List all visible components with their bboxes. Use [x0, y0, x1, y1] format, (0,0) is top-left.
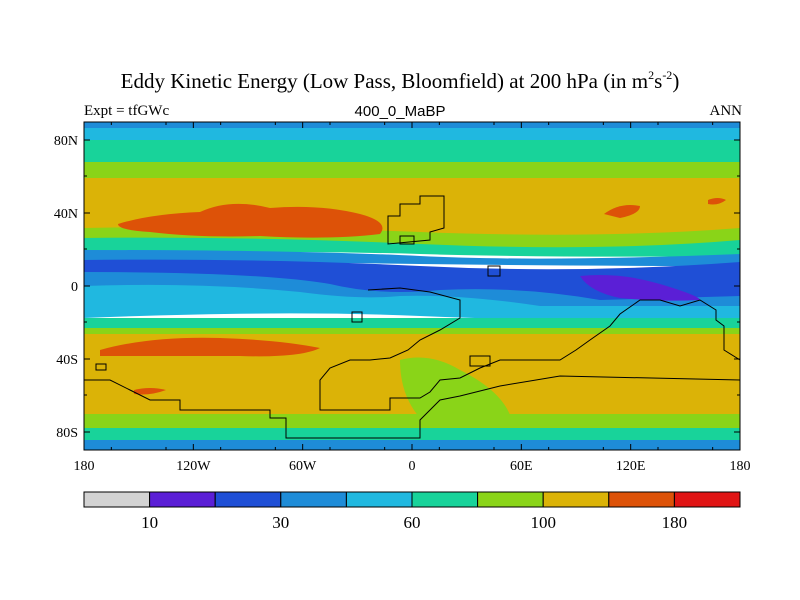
colorbar-swatch — [149, 491, 216, 508]
jet-maximum-n — [118, 203, 383, 238]
colorbar — [83, 491, 741, 508]
band-lime-n — [84, 162, 740, 178]
subtitle-label: 400_0_MaBP — [354, 103, 446, 120]
longitude-labels: 180 120W 60W 0 60E 120E 180 — [74, 459, 751, 474]
colorbar-label: 30 — [272, 513, 289, 532]
colorbar-swatch — [477, 491, 544, 508]
jet-patch-s — [134, 388, 166, 395]
lon-label: 60W — [289, 459, 317, 474]
axis-ticks — [83, 122, 741, 450]
lat-label: 40S — [56, 353, 78, 368]
lon-label: 180 — [74, 459, 95, 474]
colorbar-swatch — [673, 491, 741, 508]
colorbar-swatch — [214, 491, 282, 508]
coastline-islet-s — [95, 363, 107, 371]
lon-label: 120W — [176, 459, 211, 474]
colorbar-swatch — [345, 491, 413, 508]
contour-field — [84, 122, 740, 450]
latitude-labels: 80N 40N 0 40S 80S — [54, 134, 78, 441]
jet-maximum-s — [100, 337, 320, 357]
colorbar-swatch — [542, 491, 610, 508]
band-green-n — [84, 140, 740, 162]
lat-label: 80S — [56, 426, 78, 441]
coastline-south — [84, 287, 740, 439]
lat-label: 40N — [54, 207, 78, 222]
colorbar-label: 10 — [141, 513, 158, 532]
season-label: ANN — [709, 103, 743, 119]
jet-patch-n-east — [604, 205, 640, 218]
colorbar-swatch — [83, 491, 151, 508]
band-green-s — [84, 318, 740, 328]
lon-label: 180 — [730, 459, 751, 474]
band-lime-s — [84, 328, 740, 334]
colorbar-label: 180 — [662, 513, 688, 532]
coastline-islet-e — [469, 355, 491, 367]
page-title: Eddy Kinetic Energy (Low Pass, Bloomfiel… — [120, 68, 680, 93]
experiment-label: Expt = tfGWc — [84, 103, 170, 119]
colorbar-labels: 10 30 60 100 180 — [141, 513, 687, 532]
jet-patch-n-far — [708, 198, 726, 205]
band-cyan-n — [84, 128, 740, 140]
lon-label: 0 — [409, 459, 416, 474]
coastline-north — [387, 195, 445, 245]
lime-tongue-s — [400, 357, 510, 418]
band-cyan-eq — [84, 284, 740, 321]
lat-label: 0 — [71, 280, 78, 295]
colorbar-swatch — [411, 491, 479, 508]
purple-minimum — [580, 275, 700, 301]
coastline-islet — [351, 311, 363, 323]
colorbar-swatch — [280, 491, 347, 508]
lat-label: 80N — [54, 134, 78, 149]
coastline-island — [487, 265, 501, 277]
lon-label: 60E — [510, 459, 533, 474]
band-green-polar-s — [84, 428, 740, 440]
colorbar-swatch — [608, 491, 675, 508]
colorbar-label: 100 — [530, 513, 556, 532]
band-lime-polar-s — [84, 414, 740, 430]
lon-label: 120E — [616, 459, 646, 474]
colorbar-label: 60 — [404, 513, 421, 532]
